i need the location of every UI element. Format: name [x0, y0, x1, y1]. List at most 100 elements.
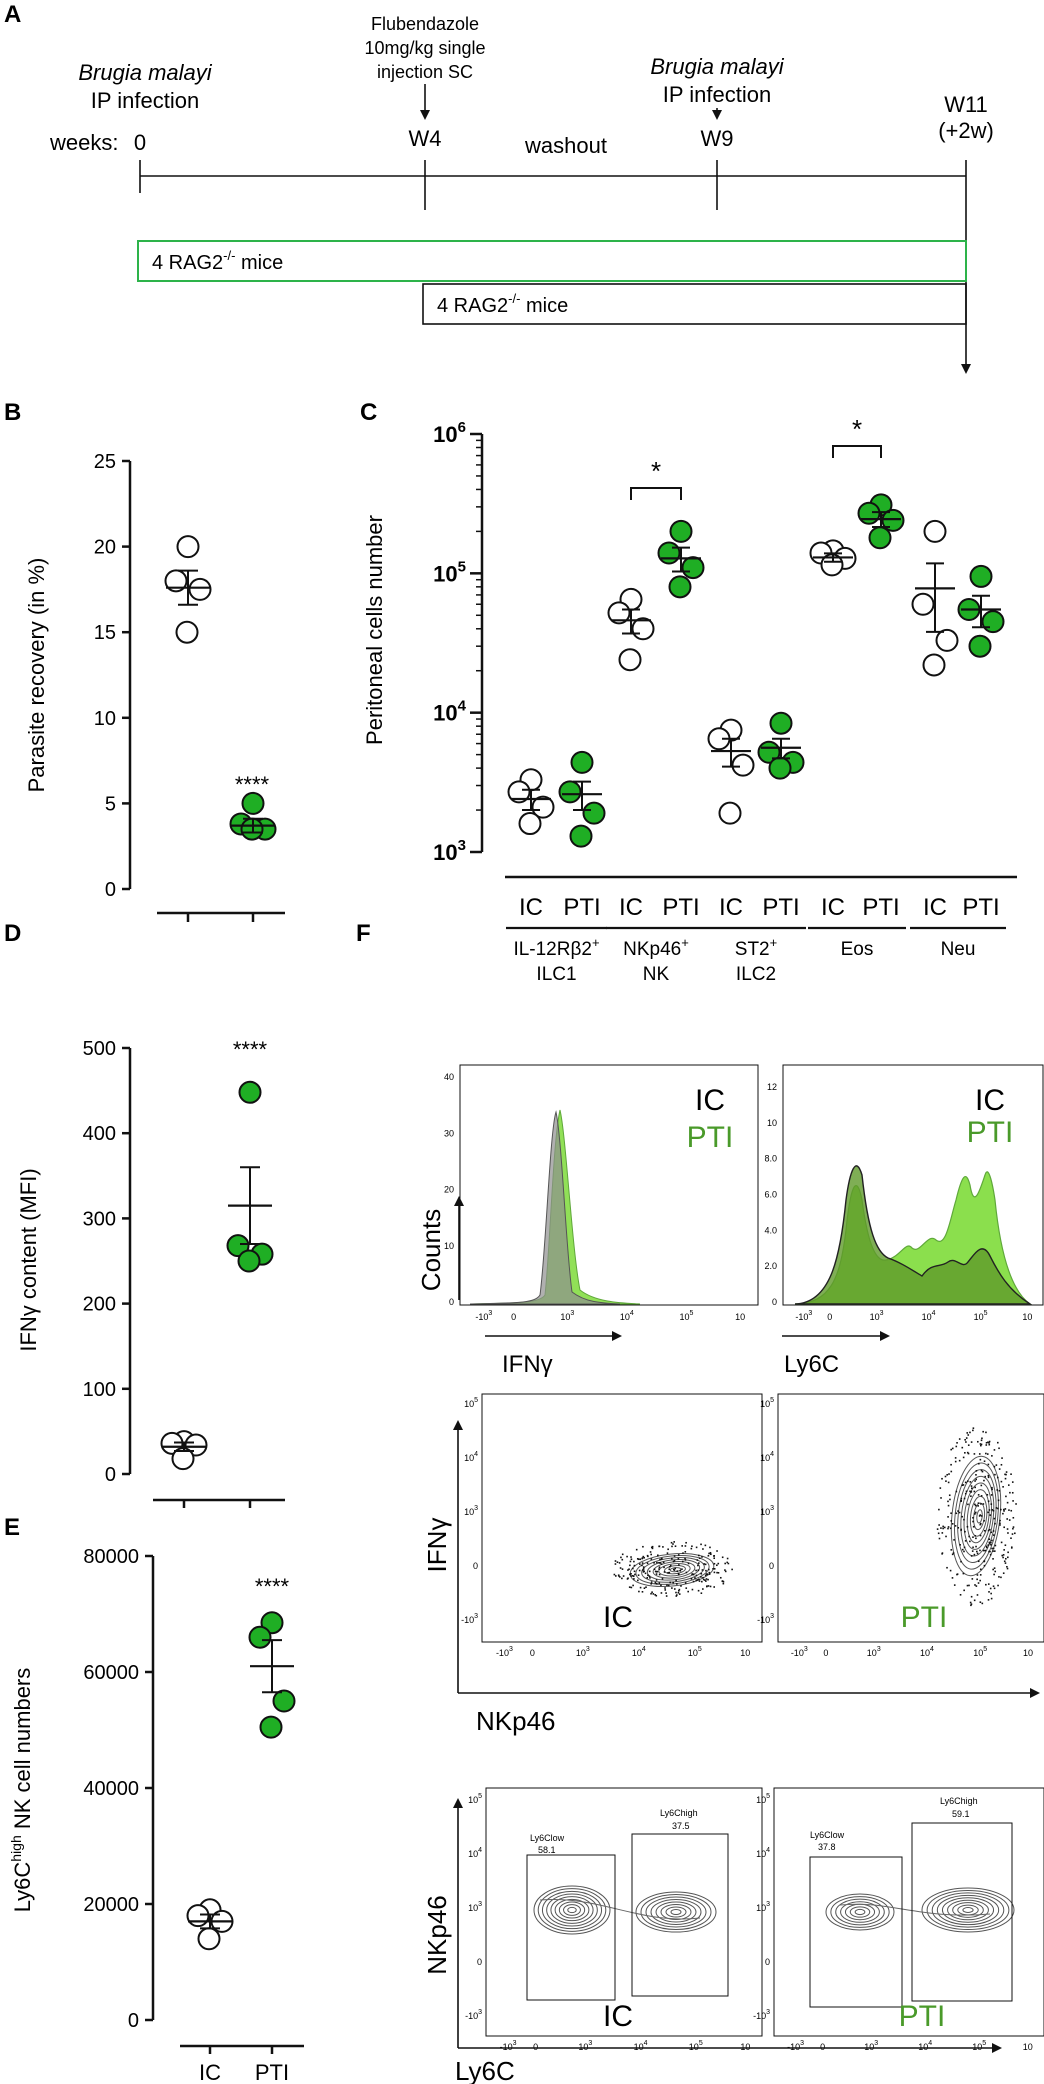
contour-ifng-pti-event: [964, 1492, 967, 1495]
contour-ifng-ic-event: [641, 1564, 643, 1567]
contour-ifng-pti-event: [991, 1547, 993, 1550]
contour-ifng-pti-event: [956, 1573, 959, 1575]
panel-b-y-tick-label: 25: [94, 451, 116, 473]
x-tick-label: 103: [870, 1310, 884, 1322]
contour-ifng-ic-event: [672, 1543, 674, 1545]
contour-ifng-pti-event: [974, 1511, 977, 1514]
contour-ifng-ic-event: [655, 1579, 658, 1581]
panel-c-y-tick-label: 105: [433, 558, 466, 586]
contour-ifng-ic-event: [647, 1574, 649, 1577]
contour-ifng-ic-event: [650, 1553, 652, 1556]
contour-ifng-ic-event: [705, 1569, 707, 1572]
contour-ifng-pti-event: [1005, 1473, 1007, 1476]
panel-c-group-label: IL-12Rβ2+: [513, 935, 599, 960]
x-tick-label: 10: [1023, 2042, 1033, 2052]
contour-ly6c-x-label: Ly6C: [455, 2056, 515, 2084]
contour-ifng-ic-event: [664, 1589, 667, 1591]
x-tick-label: -103: [475, 1310, 492, 1322]
contour-ifng-pti-event: [972, 1427, 975, 1429]
contour-ifng-pti-event: [945, 1535, 947, 1538]
panel-c-group-label: ST2+: [735, 935, 777, 960]
contour-ifng-ic-event: [677, 1591, 680, 1594]
contour-ly6c-pti-low-contour: [849, 1906, 871, 1918]
panel-d-y-tick-label: 300: [83, 1208, 116, 1230]
infection2-route: IP infection: [663, 82, 771, 107]
contour-ifng-pti-event: [1005, 1471, 1008, 1473]
contour-ifng-ic-event: [705, 1580, 707, 1582]
contour-ifng-ic-event: [659, 1562, 662, 1564]
contour-ifng-pti-event: [971, 1550, 974, 1552]
contour-ifng-pti-event: [979, 1549, 981, 1552]
contour-ifng-ic-event: [695, 1579, 698, 1582]
contour-ifng-ic-event: [663, 1571, 666, 1573]
gate-ic-high-value: 37.5: [672, 1821, 690, 1831]
contour-ifng-pti-event: [967, 1434, 970, 1436]
contour-ifng-ic-event: [658, 1582, 661, 1584]
x-tick-label: 104: [632, 1646, 646, 1658]
y-tick-label: 2.0: [764, 1261, 777, 1271]
contour-ifng-x-label: NKp46: [476, 1706, 556, 1736]
x-tick-label: 104: [918, 2040, 932, 2052]
x-tick-label: 10: [1022, 1312, 1032, 1322]
contour-ifng-pti-event: [974, 1513, 976, 1515]
contour-ifng-pti-event: [963, 1518, 965, 1521]
panel-c-x-tick-ic: IC: [923, 894, 947, 921]
contour-ifng-ic-event: [700, 1592, 703, 1594]
contour-ifng-ic-event: [673, 1588, 676, 1590]
contour-ifng-ic-event: [655, 1570, 658, 1573]
contour-ifng-ic-event: [724, 1569, 726, 1571]
contour-ly6c-pti-high-contour: [952, 1902, 984, 1918]
contour-ifng-left-frame: [481, 1393, 763, 1643]
y-tick-label: 0: [449, 1297, 454, 1307]
contour-ifng-pti-event: [1003, 1510, 1005, 1512]
contour-ifng-ic-event: [702, 1578, 705, 1581]
contour-ifng-pti-event: [997, 1507, 999, 1510]
contour-ifng-pti-event: [985, 1545, 988, 1548]
panel-e-y-tick-label: 40000: [83, 1778, 139, 1800]
contour-ifng-ic-event: [726, 1557, 729, 1560]
contour-ifng-ic-event: [654, 1594, 656, 1596]
contour-ly6c-ic-low-contour: [541, 1890, 603, 1930]
contour-ifng-pti-event: [960, 1499, 962, 1502]
contour-ifng-ic-event: [666, 1552, 669, 1554]
contour-ifng-ic-event: [691, 1545, 693, 1548]
contour-ifng-ic-event: [616, 1561, 619, 1563]
contour-ifng-pti-event: [962, 1484, 965, 1486]
contour-ifng-ic-event: [650, 1546, 653, 1549]
x-tick-label: -103: [787, 2040, 804, 2052]
contour-ifng-pti-event: [1004, 1508, 1007, 1510]
panel-c-x-tick-pti: PTI: [962, 894, 999, 921]
contour-ifng-pti-event: [987, 1474, 990, 1477]
contour-ifng-pti-event: [988, 1538, 990, 1541]
panel-b-point-ic: [188, 577, 212, 601]
contour-ifng-ic-event: [722, 1580, 725, 1583]
contour-ifng-pti-event: [973, 1490, 976, 1493]
contour-ifng-pti-event: [974, 1486, 976, 1489]
contour-ifng-ic-event: [633, 1564, 636, 1567]
x-tick-label: 105: [973, 1646, 987, 1658]
contour-ifng-pti-event: [999, 1524, 1001, 1526]
contour-ifng-ic-event: [668, 1571, 671, 1574]
panel-b-point-ic: [164, 569, 188, 593]
panel-c-x-tick-pti: PTI: [762, 894, 799, 921]
contour-ifng-ic-event: [621, 1553, 624, 1556]
counts-label: Counts: [416, 1209, 446, 1291]
panel-c-group-label: NKp46+: [623, 935, 689, 960]
y-tick-label: 6.0: [764, 1190, 777, 1200]
contour-ifng-pti-event: [951, 1447, 954, 1450]
panel-c-group-label: Eos: [841, 939, 874, 960]
contour-ifng-ic-event: [676, 1594, 678, 1596]
contour-ifng-pti-event: [1004, 1562, 1007, 1564]
panel-c-marks: **: [507, 414, 1005, 848]
contour-ly6c-ic-high-contour: [645, 1896, 707, 1928]
contour-ifng-ic-event: [676, 1583, 678, 1585]
contour-ifng-ic-event: [660, 1584, 662, 1587]
x-tick-label: 103: [864, 2040, 878, 2052]
contour-ifng-ic-event: [713, 1562, 716, 1565]
panel-b-y-tick-label: 5: [105, 793, 116, 815]
contour-ifng-ic-event: [630, 1558, 633, 1561]
contour-ifng-pti-event: [985, 1441, 988, 1444]
contour-ifng-pti-event: [988, 1443, 991, 1446]
contour-ifng-pti-event: [971, 1487, 973, 1490]
contour-ifng-ic-event: [629, 1573, 631, 1576]
